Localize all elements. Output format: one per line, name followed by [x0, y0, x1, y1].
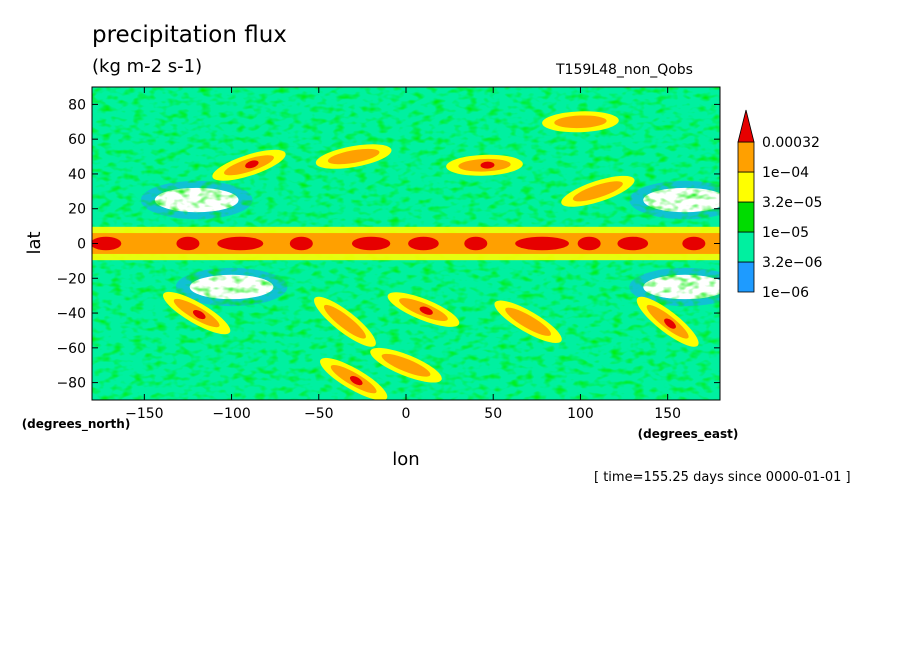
- y-tick-label: −40: [56, 306, 86, 322]
- storm-band: [320, 357, 388, 400]
- storm-band: [370, 347, 442, 383]
- x-tick-label: −100: [212, 406, 250, 422]
- storm-band: [446, 154, 523, 176]
- storm-band-inner: [327, 148, 380, 165]
- storm-band: [314, 296, 376, 347]
- storm-band: [315, 144, 392, 169]
- y-tick-label: 40: [68, 167, 86, 183]
- chart-title: precipitation flux: [92, 22, 287, 48]
- storm-band: [561, 175, 635, 207]
- storm-band-inner: [572, 181, 623, 202]
- x-axis-unit: (degrees_east): [638, 427, 739, 442]
- y-axis-unit: (degrees_north): [22, 417, 131, 432]
- storm-band-core: [349, 376, 363, 386]
- storm-band-inner: [505, 307, 551, 336]
- x-tick-label: 150: [654, 406, 681, 422]
- colorbar-label: 1e−05: [762, 225, 809, 241]
- colorbar-label: 1e−06: [762, 285, 809, 301]
- storm-band-core: [419, 306, 433, 315]
- itcz-core: [289, 236, 313, 251]
- time-note: [ time=155.25 days since 0000-01-01 ]: [594, 470, 851, 485]
- x-axis-label: lon: [392, 449, 419, 470]
- y-tick-label: 0: [77, 237, 86, 253]
- colorbar-label: 0.00032: [762, 135, 820, 151]
- storm-band: [636, 296, 699, 347]
- itcz-core: [617, 236, 649, 251]
- itcz-core: [217, 236, 264, 251]
- colorbar-label: 3.2e−05: [762, 195, 822, 211]
- y-axis: −80 −60 −40 −20 0 20 40 60 80: [56, 97, 720, 392]
- colorbar-swatch: [737, 261, 755, 293]
- itcz-core: [92, 236, 122, 251]
- storm-band-core: [245, 160, 259, 169]
- colorbar-swatch: [737, 231, 755, 263]
- y-tick-label: 20: [68, 202, 86, 218]
- storm-band-core: [480, 161, 495, 169]
- storm-band-core: [664, 318, 676, 329]
- y-tick-label: −60: [56, 341, 86, 357]
- storm-band-inner: [381, 353, 431, 377]
- storm-band: [494, 300, 562, 343]
- storm-band: [212, 149, 286, 181]
- y-tick-label: 80: [68, 97, 86, 113]
- y-axis-label: lat: [24, 231, 45, 254]
- colorbar-extend-arrow: [737, 109, 755, 143]
- x-tick-label: −150: [125, 406, 163, 422]
- run-name: T159L48_non_Qobs: [556, 62, 693, 78]
- colorbar-swatch: [737, 141, 755, 173]
- colorbar-label: 1e−04: [762, 165, 809, 181]
- storm-band: [163, 291, 231, 335]
- itcz-band: [92, 226, 720, 261]
- itcz-core: [176, 236, 200, 251]
- y-tick-label: 60: [68, 132, 86, 148]
- storm-band-inner: [554, 115, 607, 129]
- itcz-core: [351, 236, 391, 251]
- colorbar-legend: 1e−06 3.2e−06 1e−05 3.2e−05 1e−04 0.00032: [737, 109, 823, 301]
- chart-units: (kg m-2 s-1): [92, 56, 203, 77]
- itcz-core: [577, 236, 601, 251]
- storm-band-core: [192, 309, 206, 320]
- itcz-core: [408, 236, 439, 251]
- y-tick-label: −80: [56, 376, 86, 392]
- storm-band-inner: [323, 304, 366, 339]
- colorbar-swatch: [737, 171, 755, 203]
- itcz-core: [515, 236, 569, 251]
- x-axis: −150 −100 −50 0 50 100 150: [125, 87, 681, 422]
- itcz-core: [464, 236, 488, 251]
- plot-area: [92, 87, 720, 400]
- x-tick-label: 50: [484, 406, 502, 422]
- storm-band: [387, 292, 460, 327]
- colorbar-swatch: [737, 201, 755, 233]
- colorbar-label: 3.2e−06: [762, 255, 823, 271]
- x-tick-label: 100: [567, 406, 594, 422]
- x-tick-label: −50: [304, 406, 334, 422]
- itcz-core: [682, 236, 706, 251]
- storm-bands: [163, 111, 699, 400]
- y-tick-label: −20: [56, 271, 86, 287]
- x-tick-label: 0: [402, 406, 411, 422]
- storm-band: [542, 111, 619, 133]
